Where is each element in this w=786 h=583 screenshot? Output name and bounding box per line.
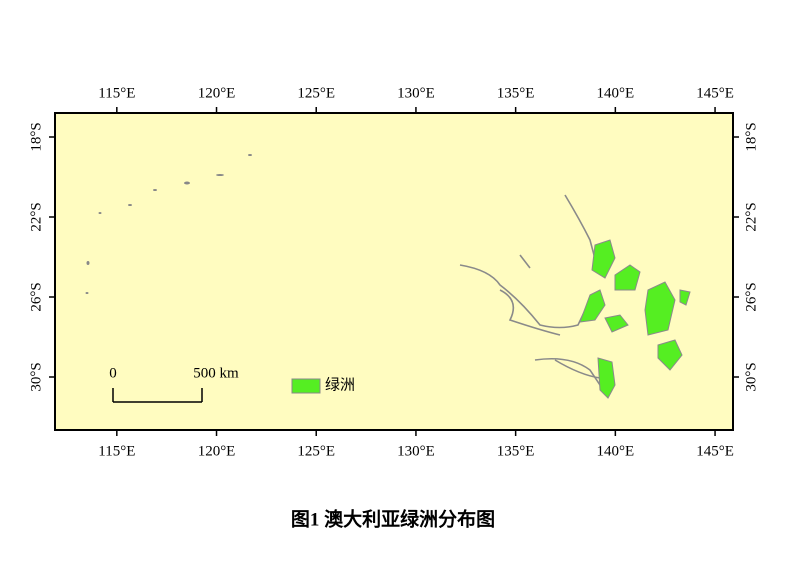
y-tick-label: 30°S	[743, 362, 759, 391]
x-tick-label: 130°E	[397, 443, 435, 459]
y-tick-label: 30°S	[28, 362, 44, 391]
scale-start-label: 0	[109, 365, 117, 381]
legend-label: 绿洲	[325, 376, 355, 393]
legend-swatch	[291, 378, 321, 394]
x-tick-label: 135°E	[497, 85, 535, 101]
y-tick-label: 26°S	[28, 282, 44, 311]
oases	[579, 239, 691, 399]
x-tick-label: 115°E	[98, 443, 135, 459]
y-tick-label: 18°S	[28, 122, 44, 151]
y-tick-label: 22°S	[743, 202, 759, 231]
x-tick-label: 125°E	[297, 443, 335, 459]
x-tick-label: 120°E	[198, 85, 236, 101]
y-tick-label: 26°S	[743, 282, 759, 311]
y-tick-label: 22°S	[28, 202, 44, 231]
x-tick-label: 145°E	[696, 85, 734, 101]
caption: 图1 澳大利亚绿洲分布图	[291, 507, 495, 530]
x-tick-label: 135°E	[497, 443, 535, 459]
y-tick-label: 18°S	[743, 122, 759, 151]
western-features	[85, 154, 252, 294]
x-tick-label: 130°E	[397, 85, 435, 101]
rivers	[459, 194, 601, 386]
x-tick-label: 140°E	[597, 443, 635, 459]
x-tick-label: 120°E	[198, 443, 236, 459]
x-tick-label: 140°E	[597, 85, 635, 101]
x-tick-label: 115°E	[98, 85, 135, 101]
x-tick-label: 145°E	[696, 443, 734, 459]
scale-end-label: 500 km	[193, 365, 239, 381]
x-tick-label: 125°E	[297, 85, 335, 101]
